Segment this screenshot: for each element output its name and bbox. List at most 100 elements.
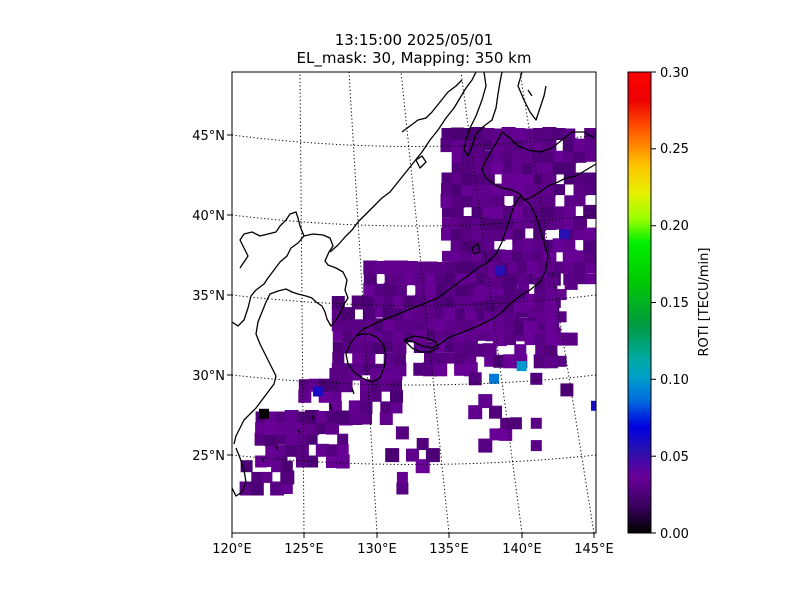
roti-cell bbox=[544, 343, 558, 357]
roti-cell bbox=[379, 412, 393, 425]
roti-cell bbox=[583, 249, 596, 264]
roti-cell bbox=[441, 183, 454, 197]
lat-tick-labels: 25°N 30°N 35°N 40°N 45°N bbox=[192, 129, 225, 464]
roti-cell bbox=[554, 150, 566, 162]
roti-cell bbox=[562, 138, 577, 153]
roti-cell bbox=[535, 300, 547, 312]
roti-cell bbox=[384, 272, 397, 285]
roti-cell bbox=[543, 354, 558, 369]
roti-cell bbox=[504, 288, 517, 301]
roti-cell bbox=[271, 460, 284, 473]
roti-cell bbox=[451, 205, 464, 218]
roti-cell bbox=[542, 249, 557, 264]
roti-cell bbox=[507, 262, 519, 273]
roti-cell bbox=[425, 261, 438, 274]
roti-cell bbox=[492, 217, 505, 229]
roti-cell bbox=[513, 139, 525, 151]
roti-cell bbox=[552, 238, 567, 253]
roti-cell bbox=[413, 329, 427, 343]
roti-cell bbox=[562, 249, 577, 264]
roti-cell bbox=[584, 150, 596, 162]
roti-cell bbox=[545, 289, 557, 301]
roti-cell bbox=[451, 150, 464, 163]
roti-cell bbox=[543, 161, 556, 174]
roti-cell bbox=[468, 372, 482, 386]
map-area bbox=[232, 72, 596, 533]
lon-tick-label: 135°E bbox=[429, 542, 469, 557]
colorbar-tick-label: 0.10 bbox=[660, 373, 689, 388]
roti-cell bbox=[466, 273, 478, 285]
roti-cell bbox=[574, 228, 586, 241]
roti-cell bbox=[436, 284, 448, 296]
roti-cell bbox=[511, 204, 526, 219]
roti-cell bbox=[487, 262, 499, 273]
roti-cell bbox=[326, 421, 339, 435]
roti-cell bbox=[491, 160, 506, 175]
roti-cell bbox=[332, 352, 345, 365]
roti-cell bbox=[482, 183, 495, 196]
roti-cell bbox=[553, 261, 566, 274]
roti-cell bbox=[442, 206, 453, 218]
roti-cell bbox=[255, 422, 268, 435]
roti-cell bbox=[382, 328, 397, 343]
roti-cell bbox=[451, 161, 464, 174]
roti-cell bbox=[425, 283, 438, 297]
meridian-125e bbox=[299, 72, 305, 533]
lon-tick-label: 120°E bbox=[212, 542, 252, 557]
roti-cell bbox=[402, 317, 417, 332]
roti-cell bbox=[555, 355, 567, 367]
roti-cell bbox=[362, 329, 375, 342]
roti-cell bbox=[461, 161, 474, 174]
roti-cell bbox=[298, 379, 311, 392]
roti-cell bbox=[494, 322, 506, 334]
roti-cell-notable bbox=[312, 386, 323, 397]
roti-cell bbox=[434, 341, 446, 353]
roti-cell bbox=[583, 204, 596, 219]
roti-cell bbox=[563, 205, 576, 218]
lon-tick-label: 145°E bbox=[574, 542, 614, 557]
roti-cell bbox=[326, 444, 339, 457]
roti-cell bbox=[555, 311, 567, 323]
roti-cell bbox=[492, 332, 507, 347]
roti-cell bbox=[502, 150, 515, 163]
lat-tick-label: 45°N bbox=[192, 129, 225, 144]
colorbar-gradient bbox=[628, 72, 651, 533]
roti-cell bbox=[414, 319, 426, 331]
roti-cell bbox=[473, 299, 486, 312]
roti-cell bbox=[492, 128, 504, 140]
roti-cell bbox=[500, 417, 512, 429]
roti-cell bbox=[392, 351, 406, 365]
roti-cell bbox=[425, 448, 440, 463]
roti-cell bbox=[326, 411, 339, 423]
roti-cell bbox=[532, 183, 546, 197]
roti-cell bbox=[534, 288, 548, 302]
roti-cell bbox=[584, 184, 596, 196]
roti-cell bbox=[331, 296, 345, 309]
roti-cell bbox=[530, 417, 542, 429]
roti-cell-notable bbox=[494, 265, 505, 276]
coast-china-korea bbox=[232, 233, 349, 445]
coast-kyushu bbox=[345, 333, 387, 383]
roti-cell bbox=[360, 379, 372, 392]
roti-cell bbox=[478, 438, 493, 453]
roti-cell bbox=[499, 427, 513, 441]
roti-cell bbox=[522, 149, 536, 164]
axis-ticks bbox=[227, 134, 595, 538]
roti-cell bbox=[281, 483, 293, 494]
roti-cell-notable bbox=[489, 373, 500, 384]
roti-cell bbox=[491, 149, 506, 164]
roti-cell bbox=[482, 206, 494, 218]
roti-cell bbox=[522, 249, 536, 264]
roti-cell-notable bbox=[516, 361, 527, 372]
roti-cell bbox=[385, 448, 400, 463]
roti-cell bbox=[360, 390, 372, 403]
roti-cell bbox=[276, 444, 287, 456]
roti-cell bbox=[424, 352, 436, 365]
roti-cell bbox=[352, 329, 366, 343]
roti-cell bbox=[466, 262, 478, 273]
roti-cell bbox=[392, 329, 406, 343]
roti-cell bbox=[451, 127, 465, 141]
roti-cell bbox=[574, 195, 586, 207]
roti-cell bbox=[442, 250, 453, 262]
roti-cell bbox=[264, 432, 279, 447]
